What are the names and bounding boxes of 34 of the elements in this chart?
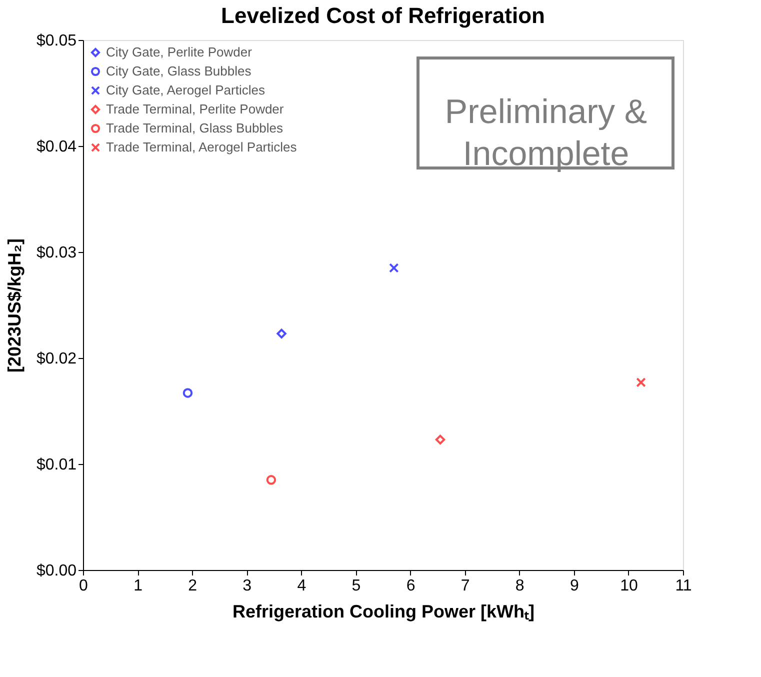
- point: [435, 434, 446, 444]
- y-tick-label: $0.05: [36, 32, 77, 50]
- legend-label: City Gate, Glass Bubbles: [106, 64, 252, 78]
- legend-label: Trade Terminal, Perlite Powder: [106, 102, 284, 116]
- legend-label: City Gate, Aerogel Particles: [106, 82, 266, 98]
- x-tick-label: 10: [620, 578, 638, 594]
- y-tick-label: $0.03: [36, 244, 77, 262]
- x-tick-label: 6: [406, 578, 416, 594]
- x-tick-label: 7: [460, 578, 470, 594]
- x-tick-label: 8: [515, 578, 524, 594]
- legend-label: City Gate, Perlite Powder: [106, 44, 253, 60]
- x-tick-label: 5: [352, 578, 361, 594]
- chart-title: Levelized Cost of Refrigeration: [221, 3, 545, 28]
- point: [182, 388, 193, 398]
- annotation: Preliminary & Incomplete: [444, 93, 648, 173]
- x-tick-label: 2: [188, 578, 198, 594]
- x-tick-label: 4: [297, 578, 306, 594]
- point: [636, 378, 646, 388]
- y-axis-title: [2023US$/kgH₂]: [4, 238, 24, 373]
- y-tick-label: $0.00: [36, 562, 77, 580]
- x-tick-label: 11: [675, 578, 692, 594]
- y-tick-label: $0.04: [36, 138, 77, 156]
- x-tick-label: 0: [79, 578, 88, 594]
- x-axis-title: Refrigeration Cooling Power [kWhₜ]: [232, 602, 535, 622]
- x-tick-label: 3: [242, 578, 252, 594]
- point: [389, 263, 399, 273]
- x-tick-label: 9: [570, 578, 579, 594]
- y-tick-label: $0.01: [36, 456, 77, 474]
- point: [276, 328, 286, 338]
- legend-label: Trade Terminal, Glass Bubbles: [106, 120, 284, 136]
- legend-label: Trade Terminal, Aerogel Particles: [106, 140, 298, 154]
- point: [266, 475, 276, 485]
- x-tick-label: 1: [134, 578, 143, 594]
- y-tick-label: $0.02: [36, 350, 77, 368]
